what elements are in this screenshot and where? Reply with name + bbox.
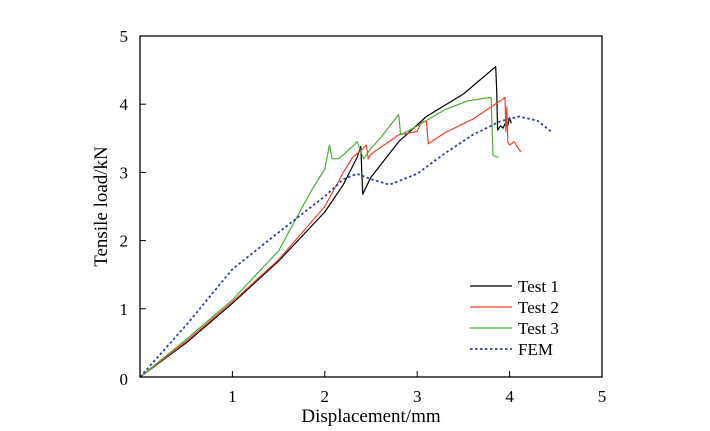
legend-label-test-1: Test 1 [518,277,559,296]
origin-tick-label: 0 [120,370,129,389]
series-line-fem [139,115,552,378]
series-line-test-2 [139,96,522,378]
x-tick-label: 3 [413,387,422,406]
ticks-layer: 0 1 2 3 4 5 1 2 3 4 5 [120,27,607,406]
legend: Test 1 Test 2 Test 3 FEM [470,277,559,359]
y-tick-label: 3 [120,163,129,182]
legend-label-fem: FEM [518,340,553,359]
series-line-test-1 [139,66,512,378]
x-tick-label: 1 [228,387,237,406]
x-tick-label: 4 [505,387,514,406]
series-layer [139,66,552,378]
x-tick-label: 5 [598,387,607,406]
series-line-test-3 [139,96,499,378]
legend-label-test-3: Test 3 [518,319,559,338]
y-tick-label: 1 [120,300,129,319]
x-tick-label: 2 [321,387,330,406]
legend-label-test-2: Test 2 [518,298,559,317]
y-tick-label: 2 [120,232,129,251]
y-tick-label: 4 [120,95,129,114]
x-axis-title: Displacement/mm [301,406,441,427]
plot-frame [139,35,603,378]
y-tick-label: 5 [120,27,129,46]
y-axis-title: Tensile load/kN [91,146,112,267]
